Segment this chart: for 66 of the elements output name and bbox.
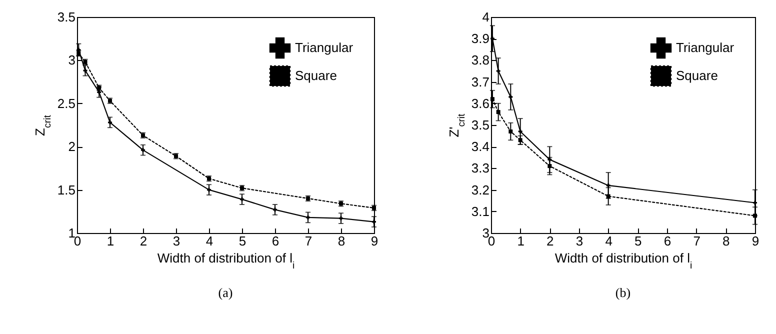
point (508, 129, 513, 134)
y-tick-label: 1.5 (57, 182, 76, 198)
point (606, 183, 610, 188)
x-tick-label: 2 (546, 234, 554, 248)
y-tick-label: 2 (68, 139, 76, 154)
legend-label: Triangular (676, 40, 735, 55)
y-tick-label: 2.5 (57, 96, 76, 111)
y-tick-label: 3.5 (57, 10, 76, 24)
x-tick-label: 7 (304, 234, 312, 248)
x-tick-label: 4 (605, 234, 612, 248)
text: (a) (218, 285, 233, 300)
x-tick-label: 1 (106, 234, 114, 248)
point (339, 216, 343, 220)
y-tick-label: 3.5 (471, 118, 490, 132)
y-tick-label: 3.9 (471, 31, 490, 46)
x-tick-label: 1 (517, 234, 524, 248)
y-tick-label: 4 (482, 10, 490, 24)
x-tick-label: 0 (74, 234, 82, 248)
point (518, 129, 522, 134)
point (606, 194, 610, 198)
point (240, 197, 244, 202)
x-tick-label: 3 (172, 234, 180, 248)
x-tick-label: 5 (238, 234, 246, 248)
y-tick-label: 3 (68, 52, 76, 68)
point (372, 220, 376, 224)
point (753, 200, 757, 205)
point (141, 148, 145, 152)
x-tick-label: 9 (370, 234, 378, 248)
point (548, 164, 552, 168)
x-tick-label: 0 (488, 234, 496, 248)
x-tick-label: 4 (206, 234, 214, 248)
legend-label: Square (676, 68, 718, 83)
x-axis-title: Width of distribution of l$_{i}$ (157, 250, 295, 271)
x-tick-label: 8 (722, 234, 730, 248)
point (97, 90, 102, 94)
y-tick-label: 3.1 (471, 204, 490, 219)
x-axis-title: Width of distribution of l$_{i}$ (554, 250, 692, 271)
y-tick-label: 3.6 (471, 96, 490, 111)
point (273, 208, 277, 212)
y-tick-label: 3.7 (471, 74, 490, 90)
x-tick-label: 5 (634, 234, 642, 248)
x-tick-label: 2 (140, 234, 148, 248)
y-tick-label: 3.8 (471, 52, 490, 68)
x-tick-label: 6 (272, 234, 280, 248)
y-tick-label: 3.3 (471, 160, 490, 176)
legend-label: Triangular (295, 40, 354, 55)
point (83, 68, 88, 73)
legend-label: Square (295, 68, 337, 83)
point (518, 138, 522, 142)
y-tick-label: 3.4 (471, 139, 490, 154)
point (508, 94, 513, 99)
point (490, 97, 494, 102)
text: (b) (615, 285, 631, 300)
x-tick-label: 6 (664, 234, 672, 248)
x-tick-label: 3 (576, 234, 584, 248)
point (548, 158, 552, 162)
point (496, 69, 500, 73)
x-tick-label: 8 (338, 234, 346, 248)
y-tick-label: 3.2 (471, 182, 490, 198)
point (496, 110, 500, 114)
x-tick-label: 9 (752, 234, 760, 248)
point (108, 120, 112, 124)
point (490, 36, 494, 41)
x-tick-label: 7 (693, 234, 700, 248)
point (306, 215, 310, 220)
point (207, 188, 211, 192)
